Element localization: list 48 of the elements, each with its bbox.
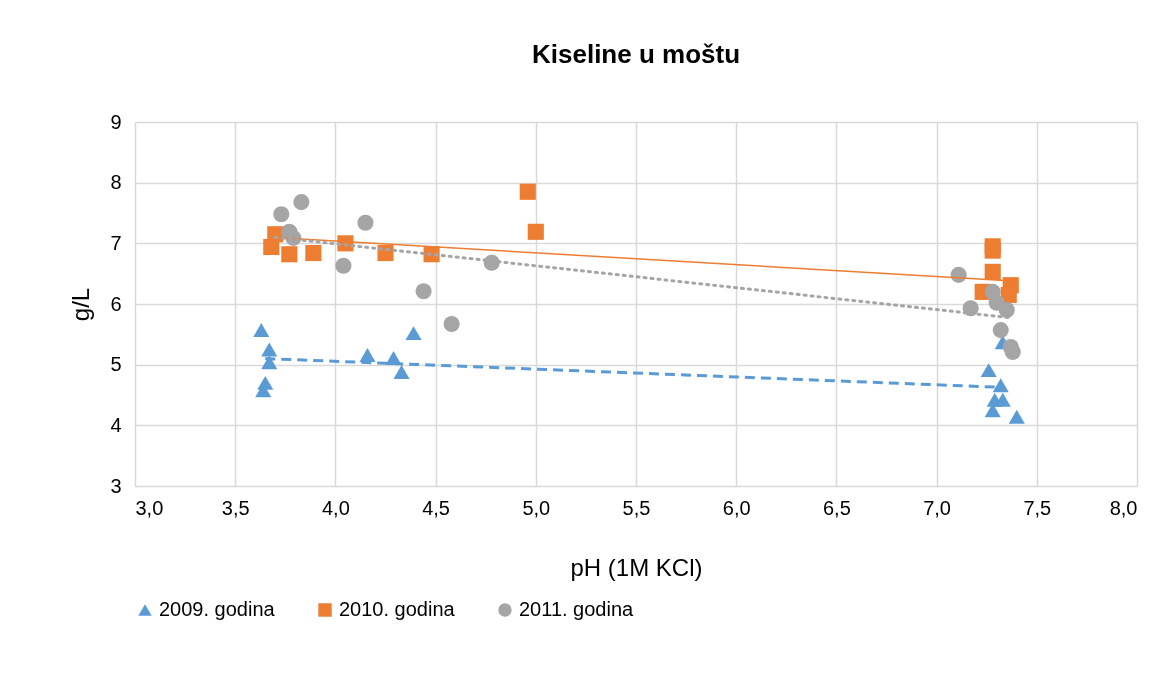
y-axis-title: g/L [67, 287, 95, 322]
point [443, 315, 460, 333]
legend-label: 2010. godina [339, 598, 456, 620]
x-tick-label: 6,0 [722, 496, 751, 519]
x-tick-label: 5,5 [622, 496, 651, 519]
point [359, 347, 376, 362]
point [335, 257, 352, 274]
x-tick-label: 8,0 [1109, 496, 1138, 519]
y-tick-label: 4 [110, 413, 122, 436]
point [415, 283, 432, 300]
point [1000, 286, 1017, 303]
x-axis-title: pH (1M KCl) [570, 553, 703, 581]
x-tick-label: 7,5 [1023, 496, 1052, 519]
point [273, 206, 290, 223]
point [519, 183, 536, 200]
y-tick-label: 8 [110, 171, 122, 194]
point [305, 244, 322, 262]
point [393, 364, 410, 379]
point [984, 263, 1001, 280]
x-tick-label: 7,0 [923, 496, 952, 519]
point [980, 363, 997, 378]
point [293, 194, 310, 211]
x-tick-label: 4,0 [321, 496, 350, 519]
point [253, 323, 270, 338]
legend-label: 2009. godina [159, 598, 276, 620]
x-tick-label: 3,0 [135, 496, 164, 519]
point [527, 223, 544, 240]
x-tick-label: 5,0 [522, 496, 551, 519]
y-tick-label: 3 [110, 474, 122, 497]
point [992, 378, 1009, 393]
y-tick-label: 9 [110, 110, 122, 133]
y-tick-label: 6 [110, 292, 122, 315]
point [984, 242, 1001, 259]
point [992, 322, 1009, 339]
point [261, 342, 278, 357]
legend-label: 2011. godina [519, 598, 635, 620]
y-tick-label: 5 [110, 353, 122, 376]
y-tick-label: 7 [110, 231, 122, 254]
point [405, 326, 422, 341]
x-tick-label: 6,5 [822, 496, 851, 519]
point [1008, 409, 1025, 424]
x-tick-label: 4,5 [422, 496, 451, 519]
x-tick-label: 3,5 [221, 496, 250, 519]
point [998, 302, 1015, 319]
point [281, 246, 298, 263]
chart-title: Kiseline u moštu [531, 39, 741, 69]
point [994, 392, 1011, 407]
point [357, 214, 374, 231]
